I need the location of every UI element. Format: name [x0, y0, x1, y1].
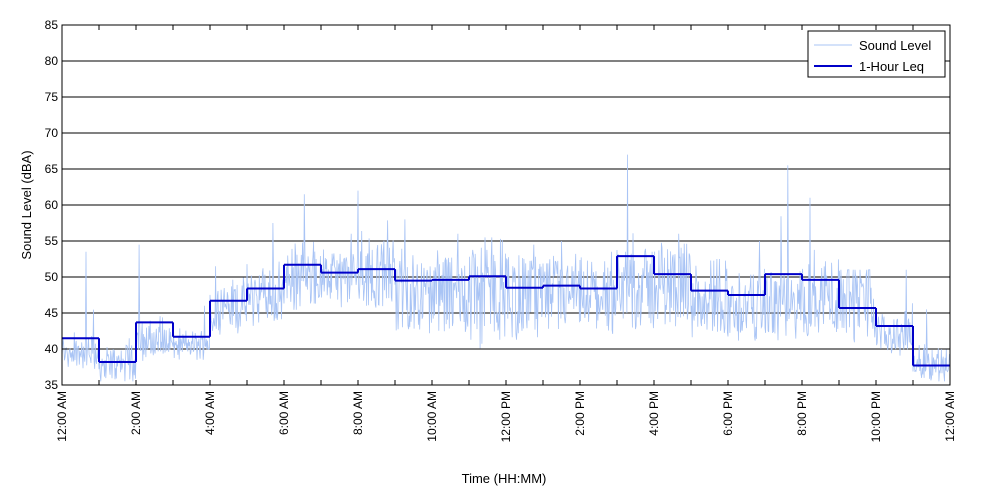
- y-axis-label: Sound Level (dBA): [19, 150, 34, 259]
- x-tick-label: 4:00 PM: [647, 391, 661, 436]
- legend-box: [807, 30, 946, 78]
- x-tick-label: 12:00 AM: [943, 391, 957, 442]
- legend: Sound Level 1-Hour Leq: [807, 30, 946, 78]
- axis-ticks: [61, 24, 951, 386]
- x-tick-label: 10:00 PM: [869, 391, 883, 442]
- x-tick-label: 12:00 AM: [55, 391, 69, 442]
- x-axis-label: Time (HH:MM): [462, 471, 547, 486]
- y-tick-labels: 35 40 45 50 55 60 65 70 75 80 85: [45, 18, 59, 392]
- y-tick-label: 65: [45, 162, 59, 176]
- y-tick-label: 85: [45, 18, 59, 32]
- y-tick-label: 80: [45, 54, 59, 68]
- x-tick-label: 4:00 AM: [203, 391, 217, 435]
- x-tick-label: 10:00 AM: [425, 391, 439, 442]
- y-tick-label: 50: [45, 270, 59, 284]
- y-tick-label: 75: [45, 90, 59, 104]
- y-tick-label: 60: [45, 198, 59, 212]
- x-tick-label: 8:00 PM: [795, 391, 809, 436]
- leq-series: [62, 255, 950, 367]
- y-tick-label: 45: [45, 306, 59, 320]
- x-tick-label: 2:00 AM: [129, 391, 143, 435]
- x-tick-label: 6:00 AM: [277, 391, 291, 435]
- legend-label-leq: 1-Hour Leq: [859, 59, 924, 74]
- x-tick-label: 8:00 AM: [351, 391, 365, 435]
- y-tick-label: 70: [45, 126, 59, 140]
- y-tick-label: 35: [45, 378, 59, 392]
- y-tick-label: 40: [45, 342, 59, 356]
- x-tick-label: 6:00 PM: [721, 391, 735, 436]
- x-tick-labels: 12:00 AM 2:00 AM 4:00 AM 6:00 AM 8:00 AM 10:0…: [55, 391, 957, 442]
- x-tick-label: 2:00 PM: [573, 391, 587, 436]
- x-tick-label: 12:00 PM: [499, 391, 513, 442]
- legend-label-sound-level: Sound Level: [859, 38, 931, 53]
- y-tick-label: 55: [45, 234, 59, 248]
